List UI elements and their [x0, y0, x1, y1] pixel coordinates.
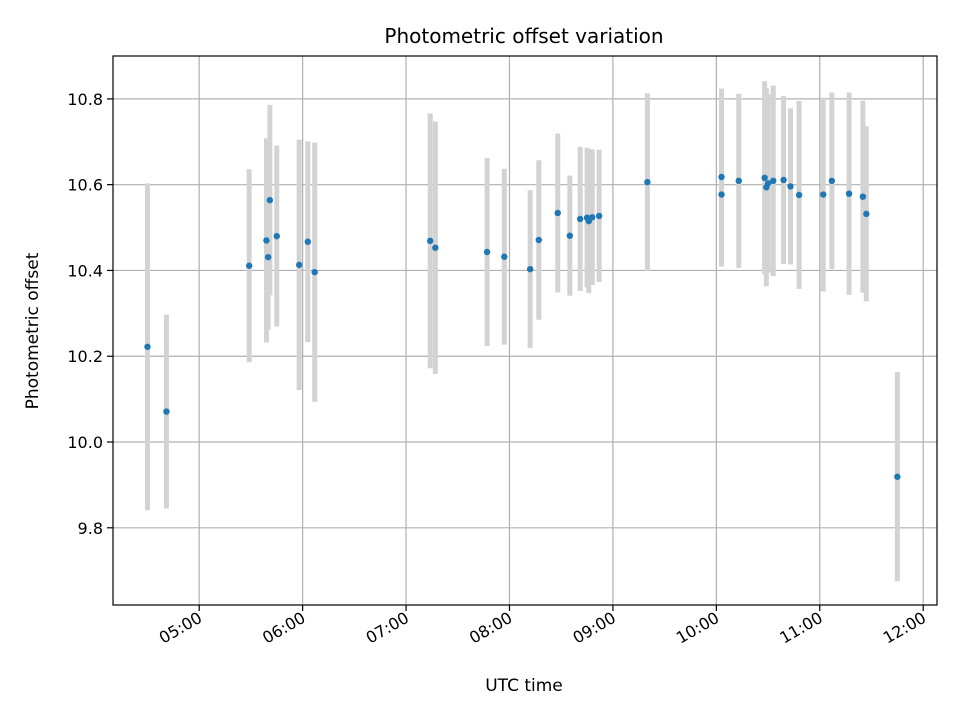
data-point: [589, 214, 596, 221]
data-point: [770, 177, 777, 185]
data-point: [845, 190, 853, 197]
data-point: [535, 236, 542, 244]
y-tick-label: 10.0: [67, 433, 103, 452]
data-point: [426, 237, 434, 245]
grid: [113, 56, 937, 605]
data-point: [718, 173, 725, 181]
chart-title: Photometric offset variation: [384, 24, 663, 48]
data-point: [718, 191, 725, 198]
data-point: [894, 473, 901, 480]
data-point: [263, 237, 270, 244]
y-axis-title: Photometric offset: [23, 252, 43, 409]
y-tick-label: 10.4: [67, 261, 103, 280]
data-point: [432, 244, 439, 251]
data-point: [820, 191, 827, 198]
y-tick-label: 9.8: [78, 519, 103, 538]
data-point: [273, 232, 280, 240]
y-tick-label: 10.8: [67, 90, 103, 109]
data-point: [735, 177, 742, 185]
data-point: [566, 232, 574, 239]
data-point: [245, 262, 253, 269]
data-point: [304, 238, 311, 245]
data-points: [144, 173, 901, 480]
data-point: [787, 183, 794, 190]
data-point: [144, 343, 151, 350]
data-point: [163, 408, 170, 415]
data-point: [576, 215, 584, 223]
data-point: [761, 174, 768, 182]
data-point: [483, 248, 491, 256]
x-axis-title: UTC time: [485, 676, 563, 696]
data-point: [266, 196, 274, 204]
plot-frame: [112, 55, 938, 606]
data-point: [526, 265, 534, 273]
data-point: [764, 180, 772, 187]
data-point: [780, 176, 787, 184]
data-point: [828, 177, 836, 185]
data-point: [859, 193, 867, 200]
y-axis-ticks: 9.8 10.0 10.2 10.4 10.6 10.8: [67, 90, 113, 538]
data-point: [554, 209, 561, 217]
data-point: [595, 212, 603, 220]
y-tick-label: 10.2: [67, 347, 103, 366]
data-point: [311, 268, 318, 276]
data-point: [501, 253, 508, 260]
data-point: [295, 261, 303, 269]
data-point: [644, 178, 651, 186]
data-point: [264, 253, 272, 261]
y-tick-label: 10.6: [67, 176, 103, 195]
data-point: [863, 210, 870, 218]
data-point: [795, 191, 803, 199]
